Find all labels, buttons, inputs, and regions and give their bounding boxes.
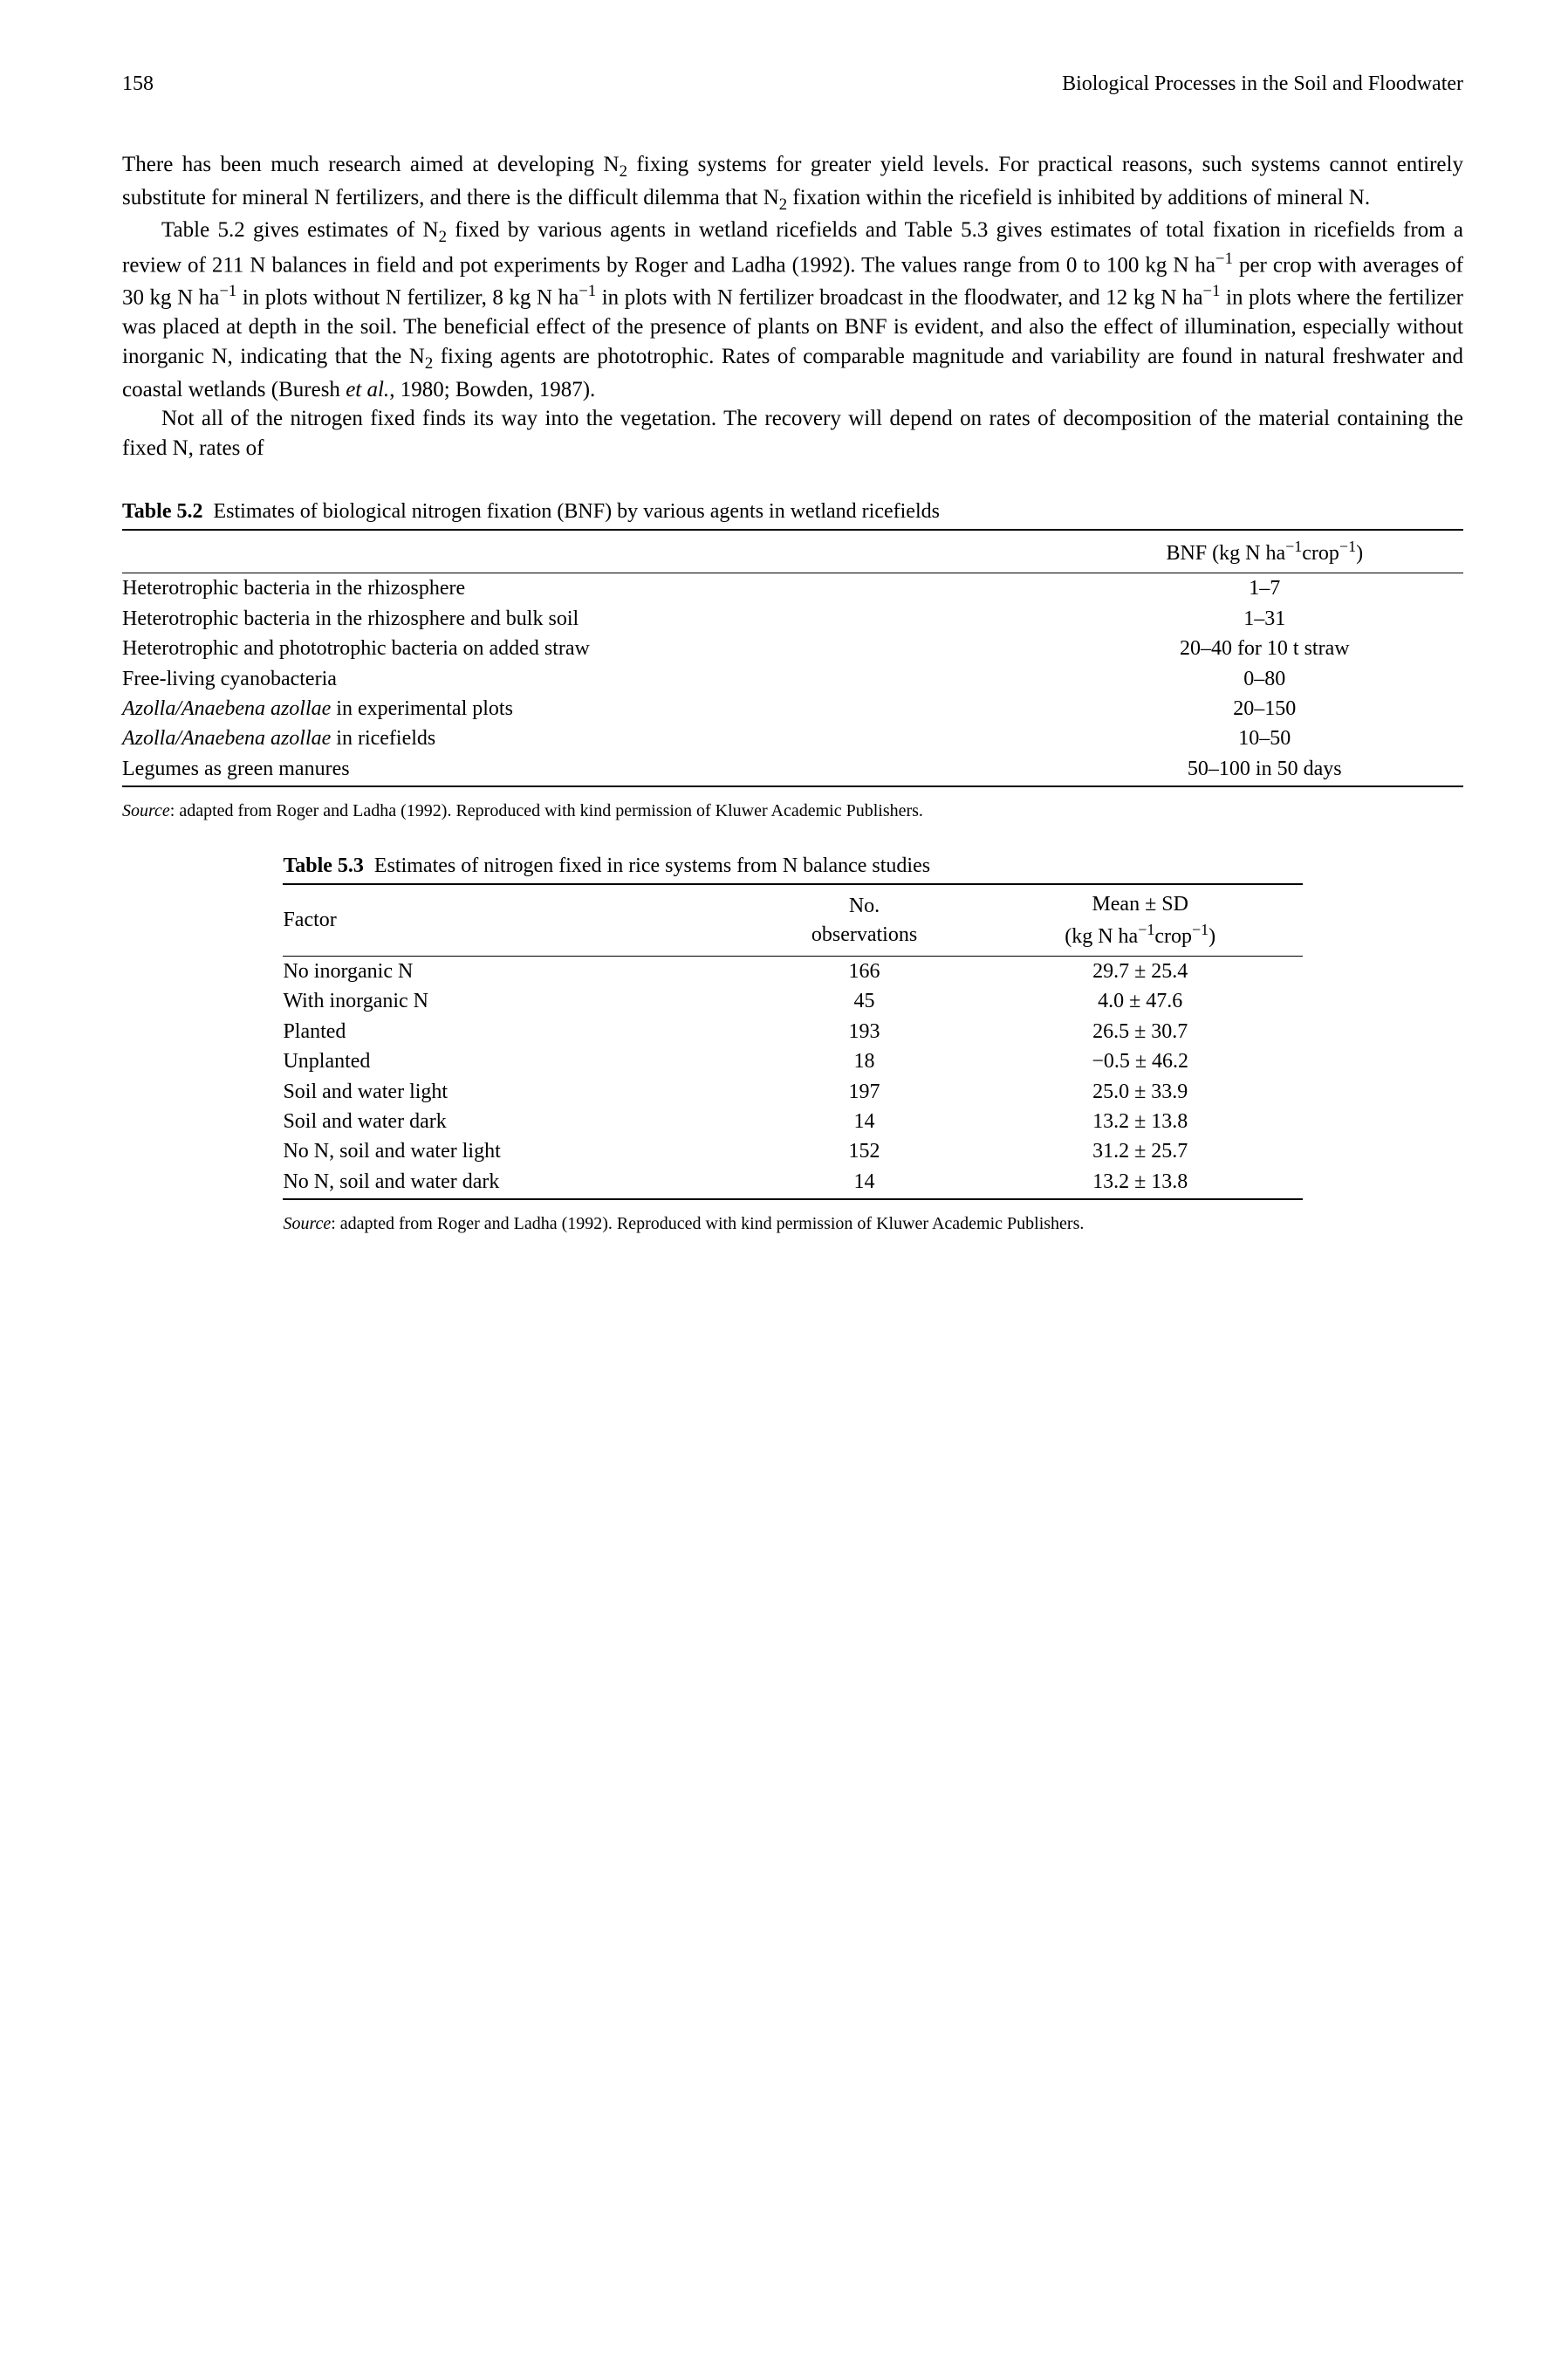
table-row-n: 193	[750, 1017, 978, 1046]
table-5-2-source: Source: adapted from Roger and Ladha (19…	[122, 799, 1463, 823]
table-row-mean: 31.2 ± 25.7	[978, 1136, 1303, 1166]
table-row-mean: −0.5 ± 46.2	[978, 1046, 1303, 1076]
table-5-2-caption: Table 5.2 Estimates of biological nitrog…	[122, 498, 1463, 525]
paragraph-3: Not all of the nitrogen fixed finds its …	[122, 404, 1463, 463]
table-5-3-col1: Factor	[283, 884, 750, 956]
table-row-factor: Soil and water dark	[283, 1107, 750, 1136]
table-row-value: 50–100 in 50 days	[1066, 754, 1463, 784]
table-row-factor: No inorganic N	[283, 957, 750, 987]
table-row-mean: 25.0 ± 33.9	[978, 1077, 1303, 1107]
table-row-factor: No N, soil and water dark	[283, 1167, 750, 1197]
table-5-3-col3: Mean ± SD(kg N ha−1crop−1)	[978, 884, 1303, 956]
table-row-agent: Azolla/Anaebena azollae in experimental …	[122, 694, 1066, 724]
table-row-value: 0–80	[1066, 664, 1463, 694]
table-5-2-col2-header: BNF (kg N ha−1crop−1)	[1066, 530, 1463, 573]
table-row-factor: With inorganic N	[283, 986, 750, 1016]
table-row-agent: Heterotrophic bacteria in the rhizospher…	[122, 573, 1066, 604]
table-row-factor: Soil and water light	[283, 1077, 750, 1107]
table-row-value: 1–31	[1066, 604, 1463, 634]
table-row-value: 20–40 for 10 t straw	[1066, 634, 1463, 663]
table-row-mean: 26.5 ± 30.7	[978, 1017, 1303, 1046]
table-5-2: BNF (kg N ha−1crop−1) Heterotrophic bact…	[122, 529, 1463, 787]
table-row-agent: Legumes as green manures	[122, 754, 1066, 784]
table-5-3-caption: Table 5.3 Estimates of nitrogen fixed in…	[283, 853, 1302, 880]
table-row-mean: 13.2 ± 13.8	[978, 1167, 1303, 1197]
running-title: Biological Processes in the Soil and Flo…	[1062, 70, 1463, 98]
table-row-n: 45	[750, 986, 978, 1016]
table-row-mean: 29.7 ± 25.4	[978, 957, 1303, 987]
table-row-n: 18	[750, 1046, 978, 1076]
table-row-n: 152	[750, 1136, 978, 1166]
table-row-n: 14	[750, 1107, 978, 1136]
page-header: 158 Biological Processes in the Soil and…	[122, 70, 1463, 98]
table-row-mean: 4.0 ± 47.6	[978, 986, 1303, 1016]
body-text: There has been much research aimed at de…	[122, 150, 1463, 463]
table-row-n: 14	[750, 1167, 978, 1197]
table-row-agent: Free-living cyanobacteria	[122, 664, 1066, 694]
table-row-agent: Heterotrophic bacteria in the rhizospher…	[122, 604, 1066, 634]
table-row-factor: No N, soil and water light	[283, 1136, 750, 1166]
page-number: 158	[122, 70, 154, 98]
paragraph-1: There has been much research aimed at de…	[122, 150, 1463, 216]
table-row-factor: Unplanted	[283, 1046, 750, 1076]
table-5-3: Factor No.observations Mean ± SD(kg N ha…	[283, 883, 1302, 1200]
table-5-3-source: Source: adapted from Roger and Ladha (19…	[283, 1212, 1302, 1236]
table-row-n: 166	[750, 957, 978, 987]
table-5-3-col2: No.observations	[750, 884, 978, 956]
table-row-value: 20–150	[1066, 694, 1463, 724]
table-row-agent: Azolla/Anaebena azollae in ricefields	[122, 724, 1066, 753]
table-row-value: 1–7	[1066, 573, 1463, 604]
table-row-value: 10–50	[1066, 724, 1463, 753]
table-row-n: 197	[750, 1077, 978, 1107]
table-row-agent: Heterotrophic and phototrophic bacteria …	[122, 634, 1066, 663]
table-row-mean: 13.2 ± 13.8	[978, 1107, 1303, 1136]
table-row-factor: Planted	[283, 1017, 750, 1046]
paragraph-2: Table 5.2 gives estimates of N2 fixed by…	[122, 216, 1463, 404]
